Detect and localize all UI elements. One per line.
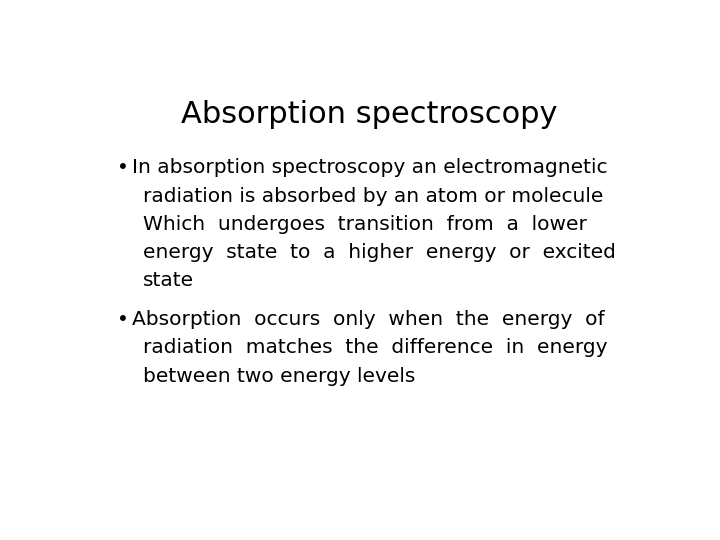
Text: Absorption spectroscopy: Absorption spectroscopy [181, 100, 557, 129]
Text: •: • [117, 310, 129, 329]
Text: Which  undergoes  transition  from  a  lower: Which undergoes transition from a lower [143, 215, 587, 234]
Text: In absorption spectroscopy an electromagnetic: In absorption spectroscopy an electromag… [132, 158, 608, 177]
Text: radiation is absorbed by an atom or molecule: radiation is absorbed by an atom or mole… [143, 187, 603, 206]
Text: Absorption  occurs  only  when  the  energy  of: Absorption occurs only when the energy o… [132, 310, 605, 329]
Text: energy  state  to  a  higher  energy  or  excited: energy state to a higher energy or excit… [143, 243, 616, 262]
Text: radiation  matches  the  difference  in  energy: radiation matches the difference in ener… [143, 339, 608, 357]
Text: state: state [143, 272, 194, 291]
Text: •: • [117, 158, 129, 177]
Text: between two energy levels: between two energy levels [143, 367, 415, 386]
